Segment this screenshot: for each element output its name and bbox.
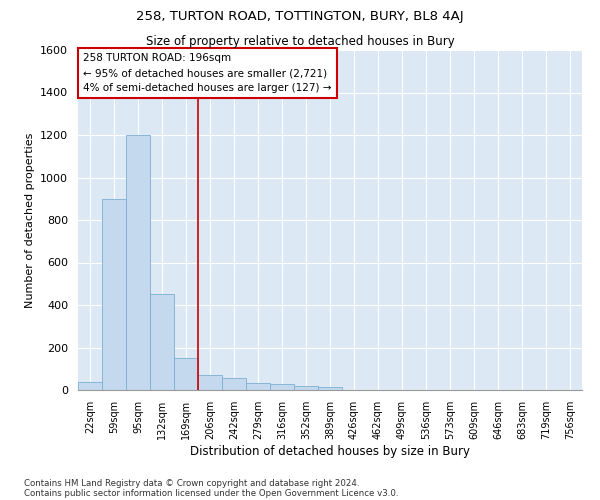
Bar [198,375,222,390]
X-axis label: Distribution of detached houses by size in Bury: Distribution of detached houses by size … [190,444,470,458]
Text: Contains HM Land Registry data © Crown copyright and database right 2024.: Contains HM Land Registry data © Crown c… [24,478,359,488]
Bar [270,384,294,390]
Bar [150,294,174,390]
Text: 258 TURTON ROAD: 196sqm
← 95% of detached houses are smaller (2,721)
4% of semi-: 258 TURTON ROAD: 196sqm ← 95% of detache… [83,54,332,93]
Bar [294,386,318,390]
Text: 258, TURTON ROAD, TOTTINGTON, BURY, BL8 4AJ: 258, TURTON ROAD, TOTTINGTON, BURY, BL8 … [136,10,464,23]
Bar [102,198,126,390]
Bar [222,378,246,390]
Bar [126,135,150,390]
Bar [318,387,342,390]
Y-axis label: Number of detached properties: Number of detached properties [25,132,35,308]
Bar [174,358,198,390]
Bar [78,382,102,390]
Text: Contains public sector information licensed under the Open Government Licence v3: Contains public sector information licen… [24,488,398,498]
Text: Size of property relative to detached houses in Bury: Size of property relative to detached ho… [146,35,454,48]
Bar [246,382,270,390]
